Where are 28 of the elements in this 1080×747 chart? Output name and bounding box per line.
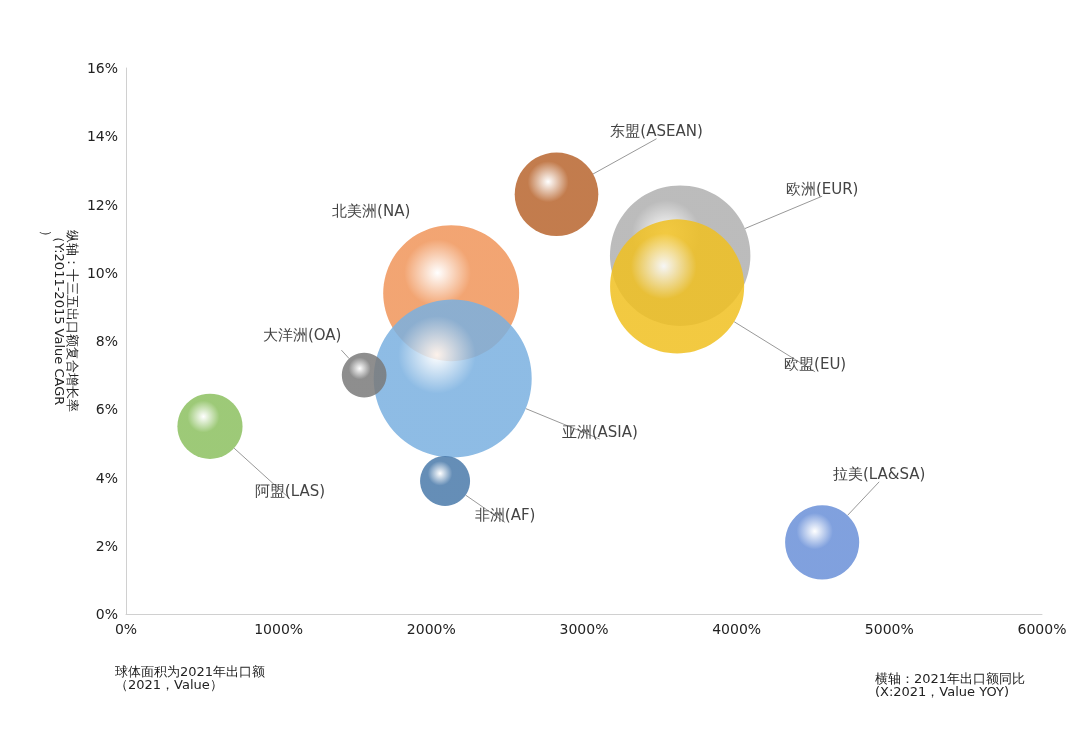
y-tick-label: 0% bbox=[95, 606, 118, 622]
x-tick-label: 1000% bbox=[254, 621, 304, 637]
x-tick-label: 0% bbox=[114, 621, 138, 637]
y-tick-label: 2% bbox=[95, 537, 118, 554]
y-tick-label: 16% bbox=[86, 60, 118, 76]
text: 东盟(ASEAN) bbox=[610, 122, 703, 141]
y-axis-title: 纵轴：十三五出口额复合增长率（Y:2011-2015 Value CAGR） bbox=[39, 230, 80, 412]
text: 欧洲(EUR) bbox=[785, 179, 859, 198]
y-tick-label: 6% bbox=[95, 401, 118, 418]
x-tick-label: 5000% bbox=[864, 621, 914, 637]
text: 阿盟(LAS) bbox=[254, 482, 326, 501]
series-label: 大洋洲(OA) bbox=[262, 326, 342, 345]
series-label: 北美洲(NA) bbox=[332, 202, 411, 221]
text: 亚洲(ASIA) bbox=[561, 422, 638, 441]
y-tick-label: 4% bbox=[95, 469, 118, 486]
y-tick-label: 12% bbox=[86, 196, 118, 213]
x-axis-title: 横轴：2021年出口额同比 (X:2021，Value YOY) bbox=[874, 671, 1026, 699]
y-tick-label: 8% bbox=[95, 333, 118, 349]
text: 欧盟(EU) bbox=[784, 355, 847, 374]
x-tick-label: 2000% bbox=[406, 621, 456, 637]
x-tick-label: 6000% bbox=[1017, 621, 1067, 637]
x-tick-label: 3000% bbox=[559, 621, 609, 637]
y-tick-label: 10% bbox=[86, 264, 118, 281]
text: 球体面积为2021年出口额（2021，Value） bbox=[115, 664, 266, 692]
x-tick-label: 4000% bbox=[712, 621, 762, 637]
series-label: 非洲(AF) bbox=[474, 505, 536, 524]
y-tick-label: 14% bbox=[86, 128, 118, 145]
series-label: 拉美(LA&SA) bbox=[832, 465, 926, 484]
